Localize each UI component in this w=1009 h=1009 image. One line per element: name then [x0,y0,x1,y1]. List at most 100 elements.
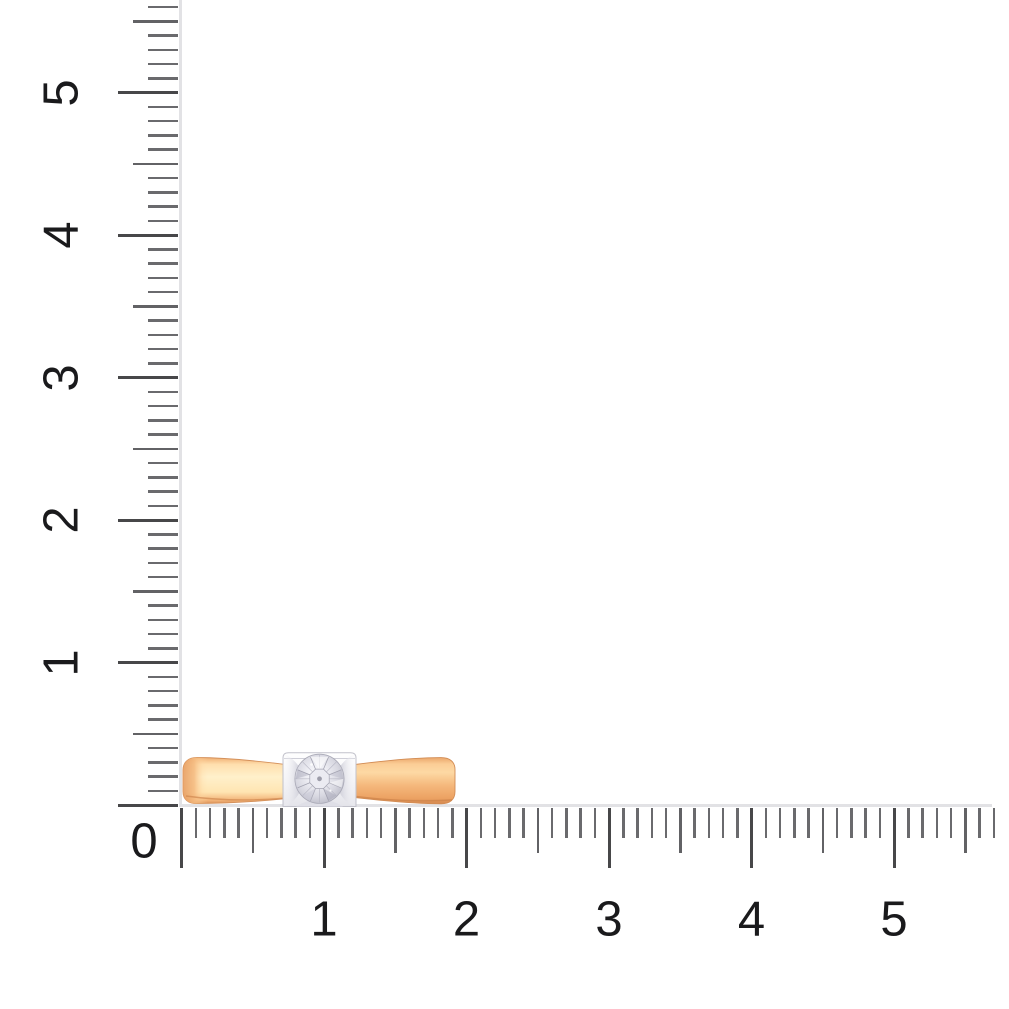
v-ruler-tick [133,447,178,450]
v-ruler-tick [148,248,178,251]
v-ruler-tick [118,803,178,807]
v-ruler-label: 2 [34,506,89,534]
h-ruler-tick [693,808,696,838]
h-ruler-tick [835,808,839,838]
v-ruler-tick [148,632,178,636]
v-ruler-tick [148,618,178,621]
h-ruler-label: 1 [310,892,338,947]
h-ruler-tick [351,808,354,838]
h-ruler-tick [294,808,297,838]
h-ruler-tick [935,808,938,838]
v-ruler-tick [148,533,178,536]
v-ruler-tick [148,775,178,778]
h-ruler-tick [208,808,212,838]
vertical-ruler-spine [179,0,182,806]
h-ruler-tick [465,808,468,868]
v-ruler-tick [148,77,178,80]
v-ruler-tick [118,91,178,94]
v-ruler-tick [148,604,178,607]
h-ruler-tick [394,808,397,853]
h-ruler-tick [607,808,611,868]
h-ruler-tick [237,808,240,838]
v-ruler-tick [148,48,178,51]
h-ruler-tick [479,808,482,838]
v-ruler-tick [148,347,178,351]
h-ruler-tick [251,808,254,853]
h-ruler-label: 2 [452,892,481,947]
v-ruler-tick [148,105,178,108]
v-ruler-tick [148,134,178,137]
h-ruler-tick [821,808,824,853]
v-ruler-tick [148,490,178,493]
v-ruler-label: 1 [34,648,89,677]
v-ruler-tick [148,675,178,678]
h-ruler-tick [650,808,653,838]
v-ruler-tick [148,176,178,180]
h-ruler-tick [864,808,867,838]
h-ruler-tick [593,808,596,838]
h-ruler-tick [807,808,810,838]
v-ruler-tick [148,5,178,9]
v-ruler-tick [148,262,178,265]
h-ruler-tick [764,808,767,838]
v-ruler-tick [148,461,178,465]
v-ruler-tick [148,433,178,436]
h-ruler-label: 5 [880,892,908,947]
v-ruler-tick [118,661,178,664]
h-ruler-tick [550,808,554,838]
h-ruler-tick [707,808,710,838]
v-ruler-tick [148,62,178,66]
setting [282,752,357,807]
v-ruler-tick [148,718,178,721]
v-ruler-tick [148,362,178,365]
h-ruler-tick [949,808,953,838]
v-ruler-tick [148,761,178,764]
h-ruler-tick [664,808,668,838]
v-ruler-tick [148,504,178,507]
v-ruler-tick [148,276,178,279]
h-ruler-tick [493,808,497,838]
v-ruler-tick [133,305,178,308]
v-ruler-tick [148,319,178,322]
band-left [182,757,285,805]
v-ruler-tick [148,404,178,408]
v-ruler-tick [118,233,178,237]
v-ruler-tick [148,333,178,336]
v-ruler-label: 4 [34,221,89,249]
v-ruler-tick [148,119,178,123]
band-right [354,757,456,805]
v-ruler-tick [118,518,178,522]
h-ruler-tick [679,808,682,853]
h-ruler-tick [579,808,582,838]
h-ruler-tick [436,808,440,838]
h-ruler-tick [337,808,340,838]
h-ruler-tick [921,808,924,838]
h-ruler-tick [194,808,197,838]
h-ruler-tick [223,808,226,838]
h-ruler-tick [308,808,311,838]
h-ruler-tick [992,808,995,838]
h-ruler-tick [565,808,568,838]
v-ruler-tick [148,390,178,393]
h-ruler-label: 4 [737,892,766,947]
h-ruler-tick [793,808,796,838]
h-ruler-tick [636,808,639,838]
h-ruler-tick [964,808,967,853]
v-ruler-label: 3 [34,363,89,392]
v-ruler-tick [148,476,178,479]
v-ruler-tick [148,561,178,564]
v-ruler-tick [148,34,178,37]
v-ruler-tick [148,148,178,151]
v-ruler-tick [133,732,178,735]
h-ruler-tick [892,808,896,868]
h-ruler-tick [721,808,725,838]
diamond [294,753,345,804]
v-ruler-tick [148,575,178,579]
horizontal-ruler-spine [179,803,992,807]
v-ruler-tick [133,590,178,593]
h-ruler-label: 0 [130,814,158,869]
v-ruler-tick [148,191,178,194]
h-ruler-tick [408,808,411,838]
v-ruler-label: 5 [34,78,89,107]
h-ruler-tick [750,808,753,868]
